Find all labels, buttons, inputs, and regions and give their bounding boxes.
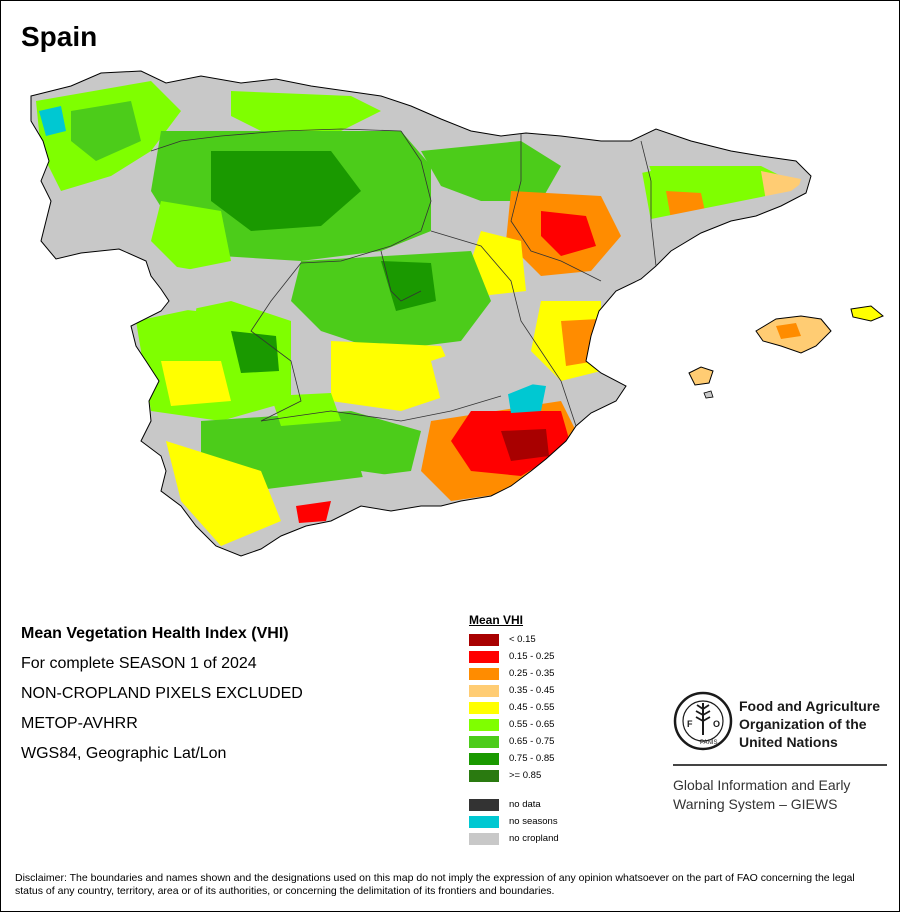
legend-class-item: 0.65 - 0.75 bbox=[469, 733, 559, 750]
region-boundaries bbox=[150, 128, 657, 427]
legend-special-item: no cropland bbox=[469, 830, 559, 847]
fao-name-line-3: United Nations bbox=[739, 734, 838, 750]
info-line-1: Mean Vegetation Health Index (VHI) bbox=[21, 625, 289, 642]
legend-class-label: 0.25 - 0.35 bbox=[509, 668, 555, 679]
legend-class-item: 0.15 - 0.25 bbox=[469, 648, 559, 665]
zone-central-green bbox=[291, 251, 491, 351]
svg-text:PANIS: PANIS bbox=[700, 740, 718, 746]
legend-class-label: >= 0.85 bbox=[509, 770, 542, 781]
zone-northwest-inner bbox=[71, 101, 141, 161]
info-line-3: NON-CROPLAND PIXELS EXCLUDED bbox=[21, 685, 303, 702]
zone-andalucia-yellow bbox=[166, 441, 281, 546]
zone-gray-central bbox=[431, 331, 541, 401]
map-title: Spain bbox=[21, 21, 98, 52]
zone-andalucia-light bbox=[271, 393, 341, 426]
zone-central-yellow bbox=[331, 341, 461, 411]
zone-gray-northeast bbox=[641, 176, 811, 246]
zone-west-dark bbox=[231, 331, 279, 373]
legend-class-label: < 0.15 bbox=[509, 634, 536, 645]
legend-class-label: 0.55 - 0.65 bbox=[509, 719, 555, 730]
island-ibiza bbox=[688, 366, 714, 386]
info-line-5: WGS84, Geographic Lat/Lon bbox=[21, 745, 227, 762]
zone-cantabria bbox=[231, 91, 381, 131]
fao-name-line-2: Organization of the bbox=[739, 716, 867, 732]
legend-class-label: 0.35 - 0.45 bbox=[509, 685, 555, 696]
fao-organization-name: Food and Agriculture Organization of the… bbox=[739, 697, 880, 751]
legend-class-swatch bbox=[469, 701, 499, 714]
info-line-4: METOP-AVHRR bbox=[21, 715, 138, 732]
zone-no-seasons-galicia bbox=[39, 106, 66, 136]
island-menorca bbox=[850, 305, 884, 322]
legend-class-item: 0.55 - 0.65 bbox=[469, 716, 559, 733]
zone-malaga-red bbox=[296, 501, 331, 523]
zone-gray-pyrenees bbox=[561, 141, 651, 181]
legend-classes: < 0.15 0.15 - 0.25 0.25 - 0.35 0.35 - 0.45 0… bbox=[469, 631, 559, 784]
legend-class-swatch bbox=[469, 650, 499, 663]
legend-class-label: 0.65 - 0.75 bbox=[509, 736, 555, 747]
giews-name: Global Information and Early Warning Sys… bbox=[673, 776, 850, 814]
spain-mainland bbox=[30, 70, 812, 557]
zone-central-dark bbox=[381, 261, 436, 311]
legend-class-swatch bbox=[469, 769, 499, 782]
legend-class-item: 0.35 - 0.45 bbox=[469, 682, 559, 699]
legend-class-swatch bbox=[469, 735, 499, 748]
legend-class-swatch bbox=[469, 633, 499, 646]
legend-class-swatch bbox=[469, 718, 499, 731]
fao-logo: F O PANIS bbox=[673, 691, 733, 751]
legend-class-label: 0.15 - 0.25 bbox=[509, 651, 555, 662]
zone-southeast-darkred bbox=[501, 429, 549, 461]
zone-aragon-yellow bbox=[471, 231, 526, 296]
fao-logo-letter-o: O bbox=[713, 719, 720, 729]
map-info: Mean Vegetation Health Index (VHI) For c… bbox=[21, 619, 303, 769]
legend-title: Mean VHI bbox=[469, 613, 524, 627]
legend-class-swatch bbox=[469, 752, 499, 765]
fao-divider bbox=[673, 764, 887, 766]
disclaimer: Disclaimer: The boundaries and names sho… bbox=[15, 872, 855, 897]
legend-special-label: no data bbox=[509, 799, 541, 810]
legend-special-label: no cropland bbox=[509, 833, 559, 844]
zone-north-plateau-light bbox=[151, 201, 231, 271]
legend-class-item: >= 0.85 bbox=[469, 767, 559, 784]
legend-class-label: 0.45 - 0.55 bbox=[509, 702, 555, 713]
vhi-map bbox=[30, 70, 884, 557]
legend-class-item: 0.45 - 0.55 bbox=[469, 699, 559, 716]
legend-class-item: 0.75 - 0.85 bbox=[469, 750, 559, 767]
legend-special-item: no data bbox=[469, 796, 559, 813]
fao-name-line-1: Food and Agriculture bbox=[739, 698, 881, 714]
giews-line-1: Global Information and Early bbox=[673, 777, 851, 793]
vhi-legend: Mean VHI < 0.15 0.15 - 0.25 0.25 - 0.35 0.3… bbox=[469, 613, 559, 847]
island-formentera bbox=[703, 390, 714, 399]
legend-class-swatch bbox=[469, 684, 499, 697]
zone-north-plateau-dark bbox=[211, 151, 361, 231]
legend-special: no data no seasons no cropland bbox=[469, 796, 559, 847]
legend-special-item: no seasons bbox=[469, 813, 559, 830]
zone-west-yellow bbox=[161, 361, 231, 406]
zone-ebro-green bbox=[421, 141, 561, 201]
zone-aragon-red bbox=[541, 211, 596, 256]
legend-class-swatch bbox=[469, 667, 499, 680]
info-line-2: For complete SEASON 1 of 2024 bbox=[21, 655, 257, 672]
balearic-islands bbox=[688, 305, 884, 399]
giews-line-2: Warning System – GIEWS bbox=[673, 796, 838, 812]
legend-special-swatch bbox=[469, 798, 499, 811]
legend-special-swatch bbox=[469, 832, 499, 845]
legend-class-item: < 0.15 bbox=[469, 631, 559, 648]
legend-class-label: 0.75 - 0.85 bbox=[509, 753, 555, 764]
legend-special-label: no seasons bbox=[509, 816, 558, 827]
legend-special-swatch bbox=[469, 815, 499, 828]
zone-valencia-orange bbox=[561, 319, 599, 366]
legend-class-item: 0.25 - 0.35 bbox=[469, 665, 559, 682]
fao-logo-letter-f: F bbox=[687, 719, 693, 729]
zone-gray-south bbox=[361, 471, 431, 506]
